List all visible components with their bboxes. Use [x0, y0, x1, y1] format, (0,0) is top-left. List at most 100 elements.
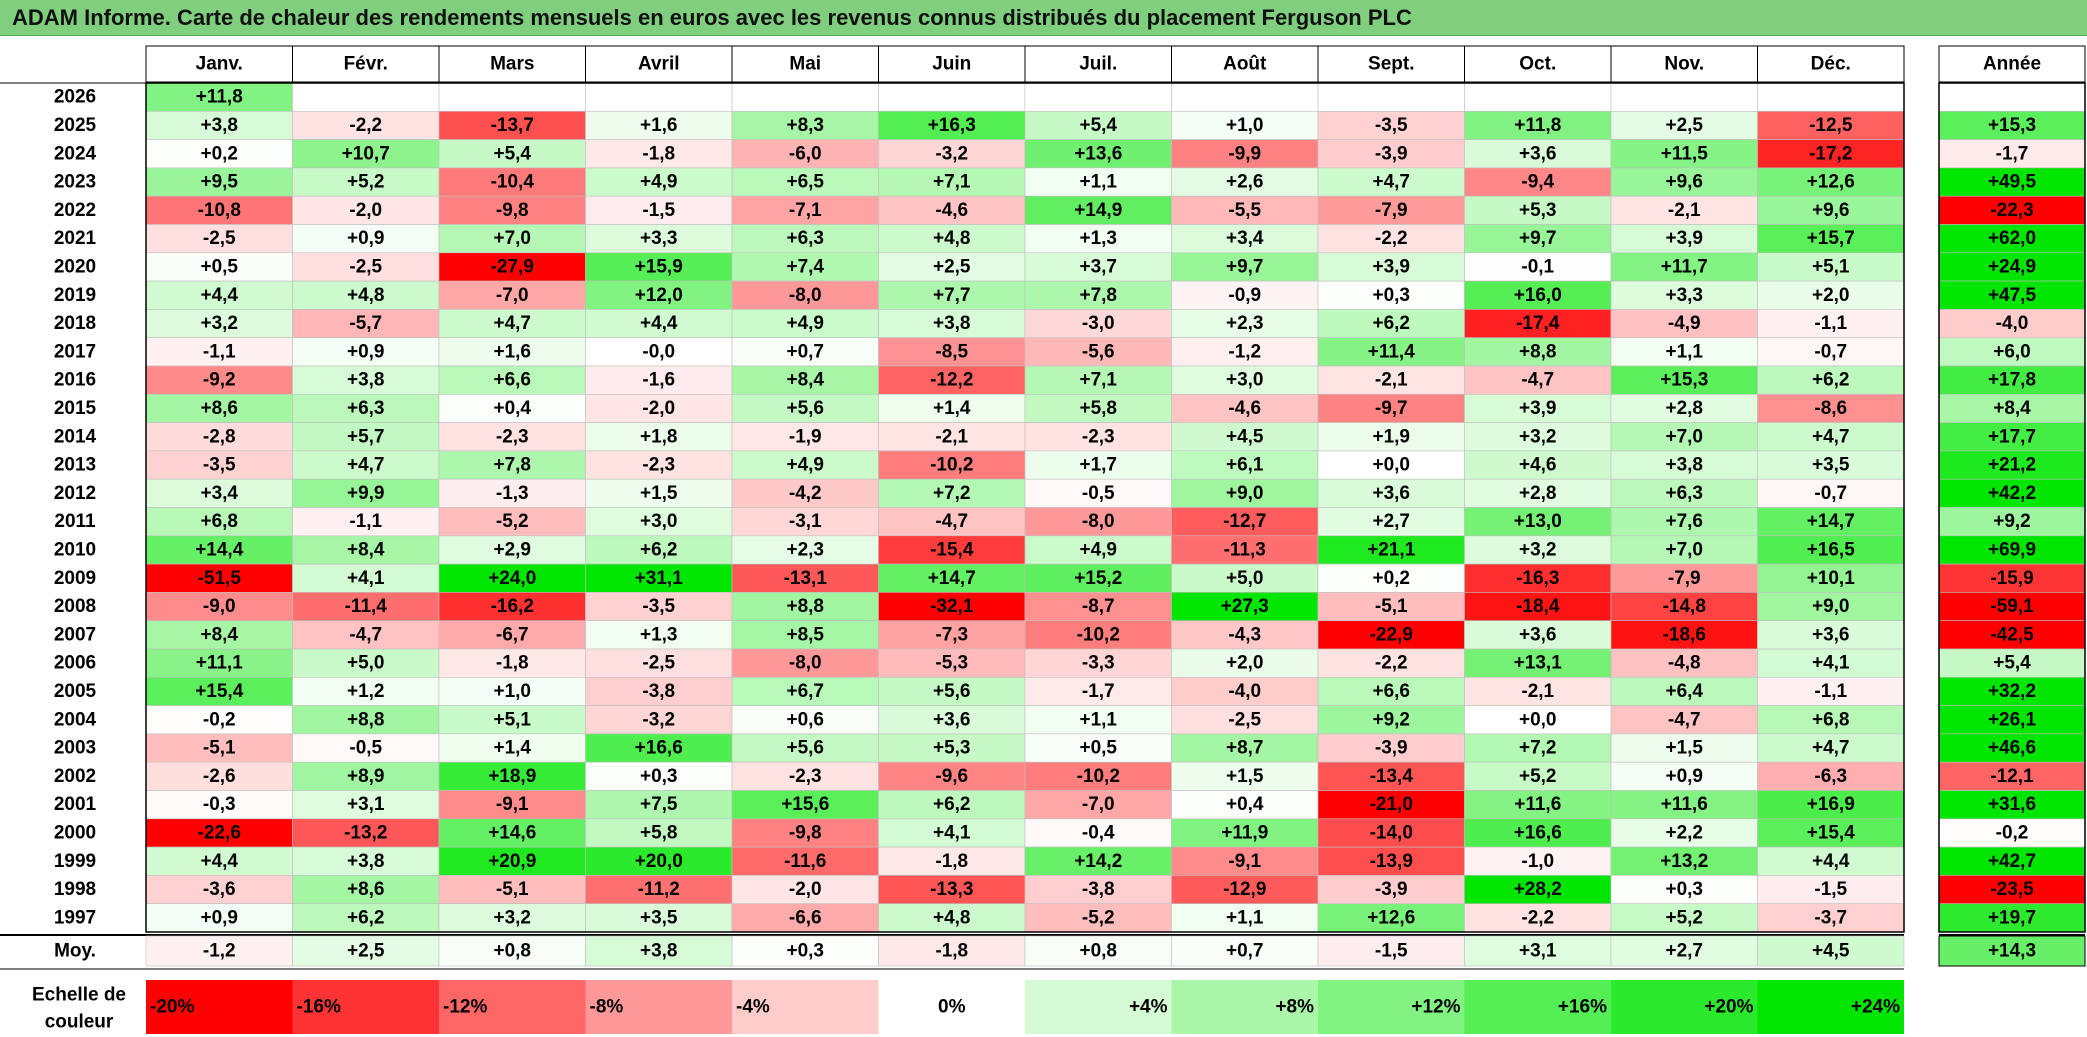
year-label: 1998	[54, 879, 96, 900]
average-cell	[1757, 935, 1905, 967]
cell-value: -18,4	[1516, 596, 1560, 617]
cell-value: -5,1	[496, 879, 529, 900]
cell-value: -12,7	[1223, 511, 1266, 532]
month-header-cell	[878, 45, 1026, 83]
cell-value: -13,4	[1370, 766, 1414, 787]
heatmap-cell	[1464, 393, 1612, 423]
heatmap-cell	[1171, 507, 1319, 537]
heatmap-cell	[1757, 393, 1905, 423]
heatmap-cell	[292, 733, 440, 763]
heatmap-cell	[1464, 648, 1612, 678]
cell-value: -3,8	[1082, 879, 1115, 900]
heatmap-cell	[145, 535, 293, 565]
cell-value: -1,8	[935, 851, 968, 872]
cell-value: -3,5	[642, 596, 675, 617]
cell-value: +11,6	[1661, 794, 1708, 815]
cell-value: -9,1	[1228, 851, 1261, 872]
scale-swatch-label: +20%	[1704, 997, 1753, 1018]
cell-value: +1,2	[347, 681, 385, 702]
cell-value: +4,8	[933, 907, 971, 928]
annual-value: +31,6	[1988, 794, 2036, 815]
heatmap-cell	[292, 252, 440, 282]
cell-value: +3,6	[1812, 624, 1850, 645]
cell-value: +8,8	[347, 709, 385, 730]
cell-value: +6,2	[1812, 370, 1850, 391]
scale-swatch-label: 0%	[938, 997, 966, 1018]
heatmap-cell	[1024, 648, 1172, 678]
cell-value: +7,7	[933, 285, 971, 306]
annual-value: -23,5	[1990, 879, 2034, 900]
cell-value: -18,6	[1663, 624, 1706, 645]
cell-value: +4,1	[933, 822, 971, 843]
cell-value: -10,4	[491, 172, 535, 193]
cell-value: -1,7	[1082, 681, 1115, 702]
cell-value: +14,9	[1074, 200, 1122, 221]
cell-value: +3,6	[1519, 143, 1557, 164]
heatmap-cell	[1610, 563, 1758, 593]
annual-value: +49,5	[1988, 172, 2037, 193]
cell-value: +4,9	[1079, 539, 1117, 560]
cell-value: -1,2	[1228, 341, 1261, 362]
grid-frame	[145, 82, 1905, 933]
cell-value: +3,6	[1372, 483, 1410, 504]
heatmap-cell	[1464, 535, 1612, 565]
heatmap-cell	[731, 648, 879, 678]
cell-value: +1,0	[1226, 115, 1264, 136]
annual-value: +69,9	[1988, 539, 2036, 560]
heatmap-cell	[1317, 280, 1465, 310]
cell-value: +3,0	[640, 511, 678, 532]
year-label: 2010	[54, 539, 96, 560]
cell-value: -10,2	[1077, 624, 1120, 645]
cell-value: +15,9	[635, 256, 683, 277]
annual-cell	[1938, 507, 2086, 537]
cell-value: +3,2	[1519, 539, 1557, 560]
cell-value: +3,7	[1079, 256, 1117, 277]
cell-value: -12,5	[1809, 115, 1853, 136]
cell-value: +5,6	[933, 681, 971, 702]
cell-value: +7,1	[933, 172, 971, 193]
cell-value: +11,7	[1661, 256, 1708, 277]
heatmap-cell	[1757, 82, 1905, 112]
cell-value: -7,3	[935, 624, 968, 645]
heatmap-cell	[1024, 111, 1172, 140]
annual-value: +19,7	[1988, 907, 2036, 928]
heatmap-cell	[145, 195, 293, 225]
cell-value: -3,0	[1082, 313, 1115, 334]
cell-value: -5,2	[496, 511, 529, 532]
cell-value: +8,4	[200, 624, 238, 645]
year-label: 2005	[54, 681, 97, 702]
cell-value: +8,7	[1226, 738, 1264, 759]
heatmap-cell	[145, 761, 293, 791]
cell-value: +3,2	[493, 907, 531, 928]
year-label: 2017	[54, 341, 96, 362]
heatmap-cell	[1610, 592, 1758, 622]
cell-value: +7,8	[493, 455, 531, 476]
cell-value: -11,4	[345, 596, 388, 617]
cell-value: +3,4	[1226, 228, 1264, 249]
heatmap-cell	[1757, 224, 1905, 254]
heatmap-cell	[1024, 252, 1172, 282]
heatmap-cell	[292, 676, 440, 706]
annual-cell	[1938, 846, 2086, 876]
cell-value: +4,9	[786, 455, 824, 476]
cell-value: +5,2	[1665, 907, 1703, 928]
heatmap-cell	[438, 82, 586, 112]
cell-value: -0,3	[203, 794, 236, 815]
heatmap-cell	[145, 875, 293, 905]
cell-value: -1,1	[1814, 681, 1847, 702]
cell-value: -5,5	[1228, 200, 1261, 221]
year-label: 2023	[54, 172, 96, 193]
cell-value: -3,5	[203, 455, 236, 476]
annual-value: -4,0	[1996, 313, 2029, 334]
annual-cell	[1938, 450, 2086, 480]
cell-value: +3,9	[1519, 398, 1557, 419]
month-header: Juin	[932, 54, 971, 75]
heatmap-cell	[438, 875, 586, 905]
heatmap-cell	[1317, 82, 1465, 112]
heatmap-cell	[1024, 450, 1172, 480]
heatmap-cell	[145, 705, 293, 735]
cell-value: +15,4	[1807, 822, 1856, 843]
heatmap-cell	[1317, 903, 1465, 933]
cell-value: +4,9	[786, 313, 824, 334]
month-header: Nov.	[1664, 54, 1704, 75]
